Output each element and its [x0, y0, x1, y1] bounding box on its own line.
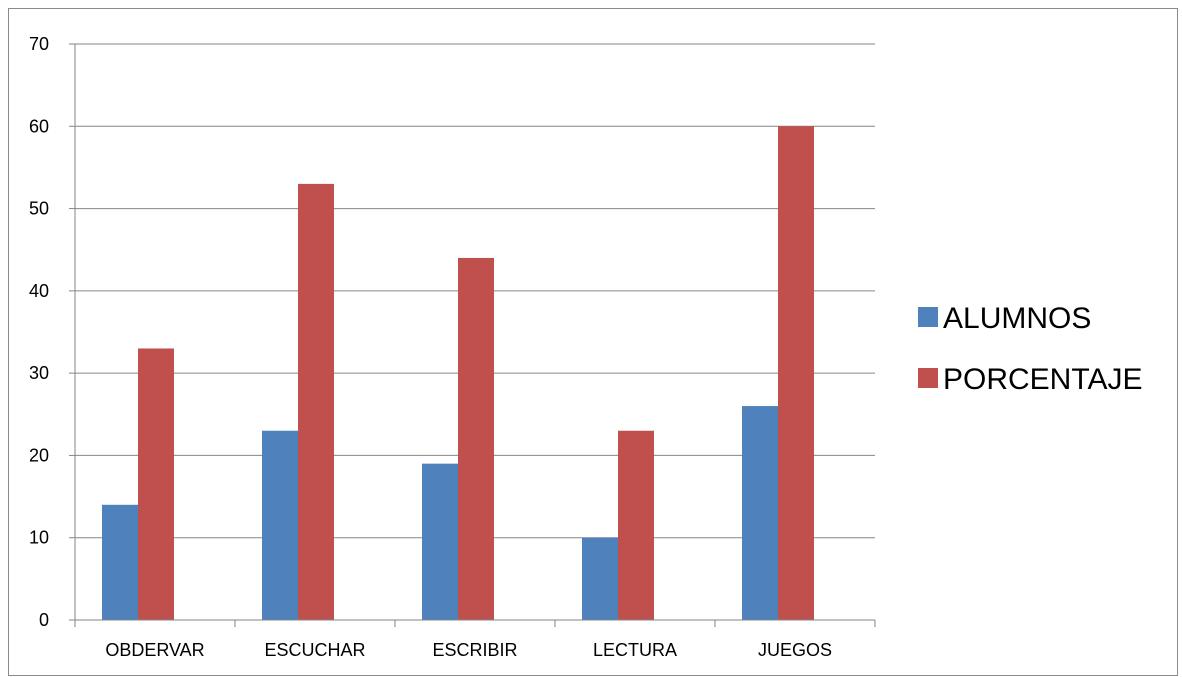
legend-label-porcentaje: PORCENTAJE: [943, 363, 1142, 396]
y-tick-label: 10: [29, 528, 49, 548]
bar-porcentaje-escribir: [458, 257, 494, 620]
y-tick-label: 40: [29, 281, 49, 301]
bars: [102, 126, 814, 621]
x-tick-label: LECTURA: [593, 640, 677, 660]
x-tick-labels: OBDERVAR ESCUCHAR ESCRIBIR LECTURA JUEGOS: [105, 640, 832, 660]
axes: [69, 43, 876, 627]
legend-swatch-alumnos: [918, 307, 938, 327]
legend: ALUMNOS PORCENTAJE: [918, 302, 1142, 396]
bar-porcentaje-lectura: [618, 430, 654, 620]
y-tick-label: 20: [29, 445, 49, 465]
x-tick-label: OBDERVAR: [105, 640, 204, 660]
bar-porcentaje-juegos: [778, 126, 814, 621]
bar-alumnos-escuchar: [262, 430, 298, 620]
y-tick-label: 70: [29, 34, 49, 54]
bar-alumnos-obdervar: [102, 504, 138, 620]
y-tick-label: 30: [29, 363, 49, 383]
x-tick-label: JUEGOS: [758, 640, 832, 660]
gridlines: [75, 43, 875, 539]
x-tick-label: ESCRIBIR: [432, 640, 517, 660]
legend-label-alumnos: ALUMNOS: [943, 302, 1091, 335]
y-tick-labels: 0 10 20 30 40 50 60 70: [29, 34, 49, 630]
legend-swatch-porcentaje: [918, 368, 938, 388]
y-tick-label: 50: [29, 199, 49, 219]
bar-porcentaje-obdervar: [138, 348, 174, 620]
y-tick-label: 60: [29, 116, 49, 136]
y-tick-label: 0: [39, 610, 49, 630]
x-tick-label: ESCUCHAR: [264, 640, 365, 660]
bar-alumnos-lectura: [582, 537, 618, 620]
bar-porcentaje-escuchar: [298, 183, 334, 620]
bar-alumnos-juegos: [742, 406, 778, 620]
bar-alumnos-escribir: [422, 463, 458, 620]
